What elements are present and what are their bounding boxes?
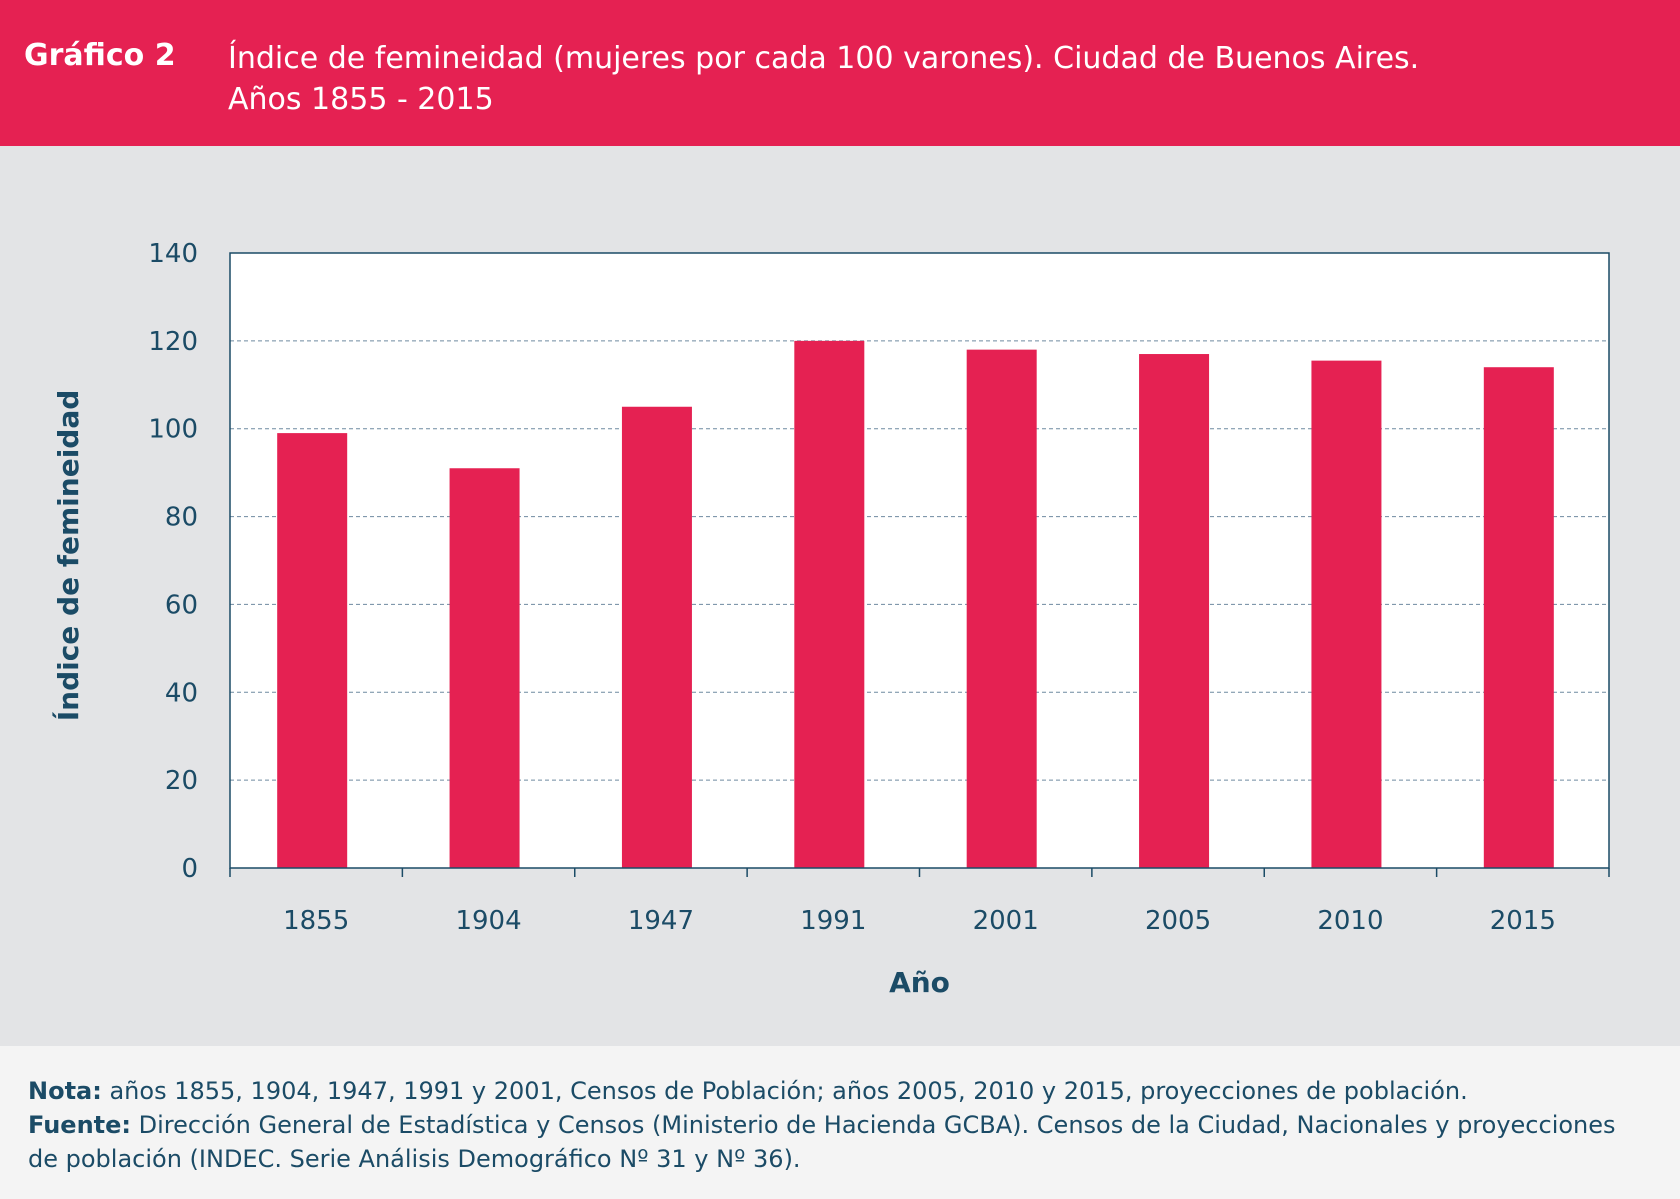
chart-number-label: Gráfico 2	[24, 38, 176, 73]
x-tick-labels: 1855 1904 1947 1991 2001 2005 2010 2015	[283, 906, 1556, 936]
x-tick-label: 1855	[283, 906, 349, 936]
chart-panel: 0 20 40 60 80 100 120 140 1855 1904 1947 1991 2001 2…	[0, 146, 1680, 1046]
chart-header: Gráfico 2 Índice de femineidad (mujeres …	[0, 0, 1680, 146]
bar	[277, 433, 348, 868]
x-tick-label: 2010	[1317, 906, 1383, 936]
note-text: años 1855, 1904, 1947, 1991 y 2001, Cens…	[101, 1077, 1468, 1105]
bar-chart: 0 20 40 60 80 100 120 140 1855 1904 1947 1991 2001 2…	[51, 239, 1610, 999]
source-text: Dirección General de Estadística y Censo…	[131, 1111, 1616, 1139]
source-line: Fuente: Dirección General de Estadística…	[28, 1108, 1668, 1142]
y-tick-label: 0	[181, 854, 198, 884]
bar	[966, 349, 1037, 869]
x-tick-label: 2005	[1145, 906, 1211, 936]
x-tick-label: 2015	[1490, 906, 1556, 936]
y-axis-title: Índice de femineidad	[51, 390, 85, 722]
source-label: Fuente:	[28, 1111, 131, 1139]
bar	[794, 340, 865, 868]
chart-title: Índice de femineidad (mujeres por cada 1…	[228, 38, 1608, 120]
chart-title-line2: Años 1855 - 2015	[228, 82, 494, 117]
y-tick-label: 20	[165, 766, 198, 796]
bar	[449, 468, 520, 868]
bar	[1311, 360, 1382, 868]
note-line: Nota: años 1855, 1904, 1947, 1991 y 2001…	[28, 1074, 1668, 1108]
axes	[229, 252, 1610, 877]
y-tick-label: 100	[148, 415, 198, 445]
bar	[1139, 354, 1210, 868]
y-tick-label: 140	[148, 239, 198, 269]
source-line-2: de población (INDEC. Serie Análisis Demo…	[28, 1145, 801, 1173]
x-tick-label: 2001	[973, 906, 1039, 936]
x-axis-title: Año	[889, 966, 950, 999]
chart-title-line1: Índice de femineidad (mujeres por cada 1…	[228, 41, 1420, 76]
x-tick-label: 1904	[455, 906, 521, 936]
y-tick-labels: 0 20 40 60 80 100 120 140	[148, 239, 198, 884]
bar	[1483, 367, 1554, 868]
y-tick-label: 60	[165, 590, 198, 620]
plot-area	[230, 253, 1609, 868]
y-tick-label: 120	[148, 327, 198, 357]
y-tick-label: 40	[165, 678, 198, 708]
x-tick-label: 1991	[800, 906, 866, 936]
chart-footer: Nota: años 1855, 1904, 1947, 1991 y 2001…	[0, 1046, 1680, 1199]
y-tick-label: 80	[165, 503, 198, 533]
bar	[621, 406, 692, 868]
note-label: Nota:	[28, 1077, 102, 1105]
bars	[277, 340, 1554, 869]
x-tick-label: 1947	[628, 906, 694, 936]
